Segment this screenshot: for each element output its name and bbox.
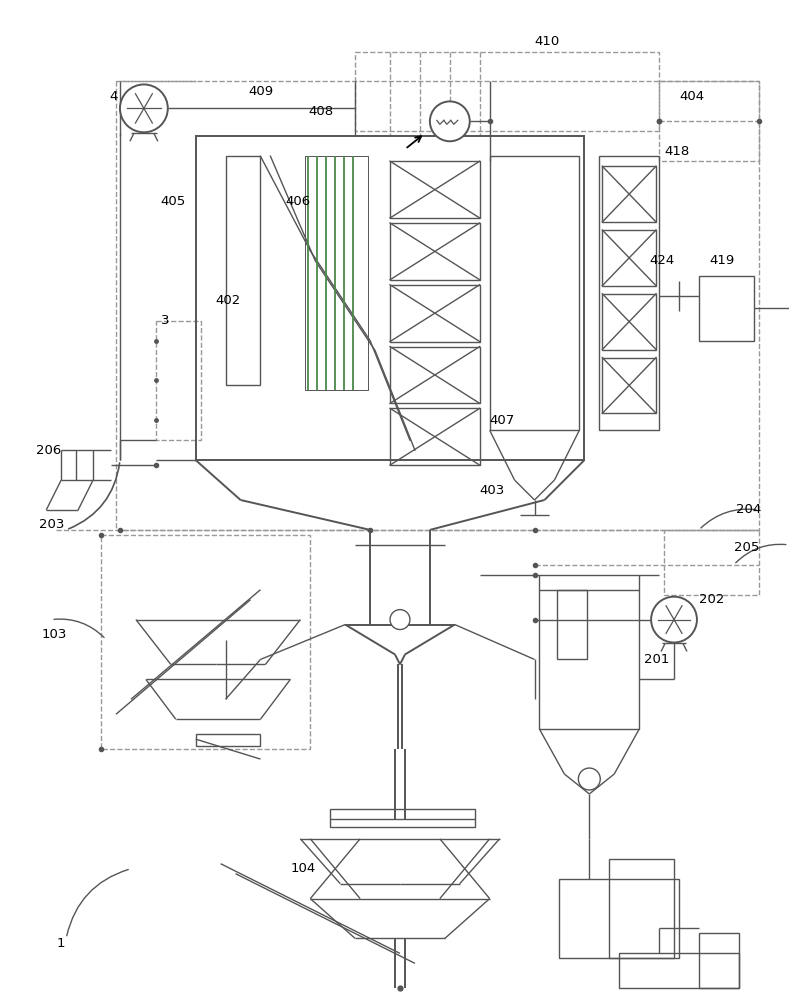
Circle shape xyxy=(651,597,697,642)
Text: 204: 204 xyxy=(735,503,761,516)
Text: 202: 202 xyxy=(699,593,724,606)
Bar xyxy=(226,156,261,385)
Bar xyxy=(602,230,656,286)
Text: 407: 407 xyxy=(490,414,515,427)
Bar xyxy=(490,156,579,430)
Bar xyxy=(390,408,480,465)
Bar xyxy=(602,294,656,350)
Bar xyxy=(619,953,739,988)
Text: 410: 410 xyxy=(535,35,560,48)
Bar xyxy=(699,276,754,341)
Text: 206: 206 xyxy=(36,444,62,457)
Text: 404: 404 xyxy=(679,90,704,103)
Bar xyxy=(664,530,758,595)
Bar xyxy=(699,933,739,988)
Bar xyxy=(196,734,261,746)
Bar xyxy=(116,81,758,530)
Text: 402: 402 xyxy=(216,294,241,307)
Text: 408: 408 xyxy=(308,105,333,118)
Text: 205: 205 xyxy=(734,541,759,554)
Text: 104: 104 xyxy=(291,862,316,875)
Bar xyxy=(600,156,659,430)
Bar xyxy=(156,321,201,440)
Bar xyxy=(602,166,656,222)
Text: 418: 418 xyxy=(664,145,690,158)
Bar xyxy=(330,809,475,827)
Text: 3: 3 xyxy=(161,314,169,327)
Bar xyxy=(559,879,679,958)
Bar xyxy=(390,285,480,342)
Text: 4: 4 xyxy=(109,90,118,103)
Bar xyxy=(540,590,639,729)
Text: 406: 406 xyxy=(285,195,310,208)
Bar xyxy=(602,358,656,413)
Bar xyxy=(390,223,480,280)
Bar xyxy=(558,590,587,659)
Text: 201: 201 xyxy=(644,653,669,666)
Text: 424: 424 xyxy=(649,254,675,267)
Bar xyxy=(101,535,310,749)
Circle shape xyxy=(430,101,470,141)
Text: 419: 419 xyxy=(709,254,734,267)
Bar xyxy=(196,136,585,460)
Circle shape xyxy=(390,610,410,630)
Bar xyxy=(659,81,758,161)
Text: 203: 203 xyxy=(40,518,65,531)
Text: 405: 405 xyxy=(161,195,186,208)
Circle shape xyxy=(578,768,600,790)
Bar xyxy=(305,156,368,390)
Text: 409: 409 xyxy=(249,85,273,98)
Text: 103: 103 xyxy=(41,628,66,641)
Bar xyxy=(390,161,480,218)
Bar xyxy=(356,52,659,131)
Circle shape xyxy=(120,84,167,132)
Text: 1: 1 xyxy=(56,937,65,950)
Bar xyxy=(609,859,674,958)
Text: 403: 403 xyxy=(480,484,505,497)
Bar xyxy=(390,347,480,403)
